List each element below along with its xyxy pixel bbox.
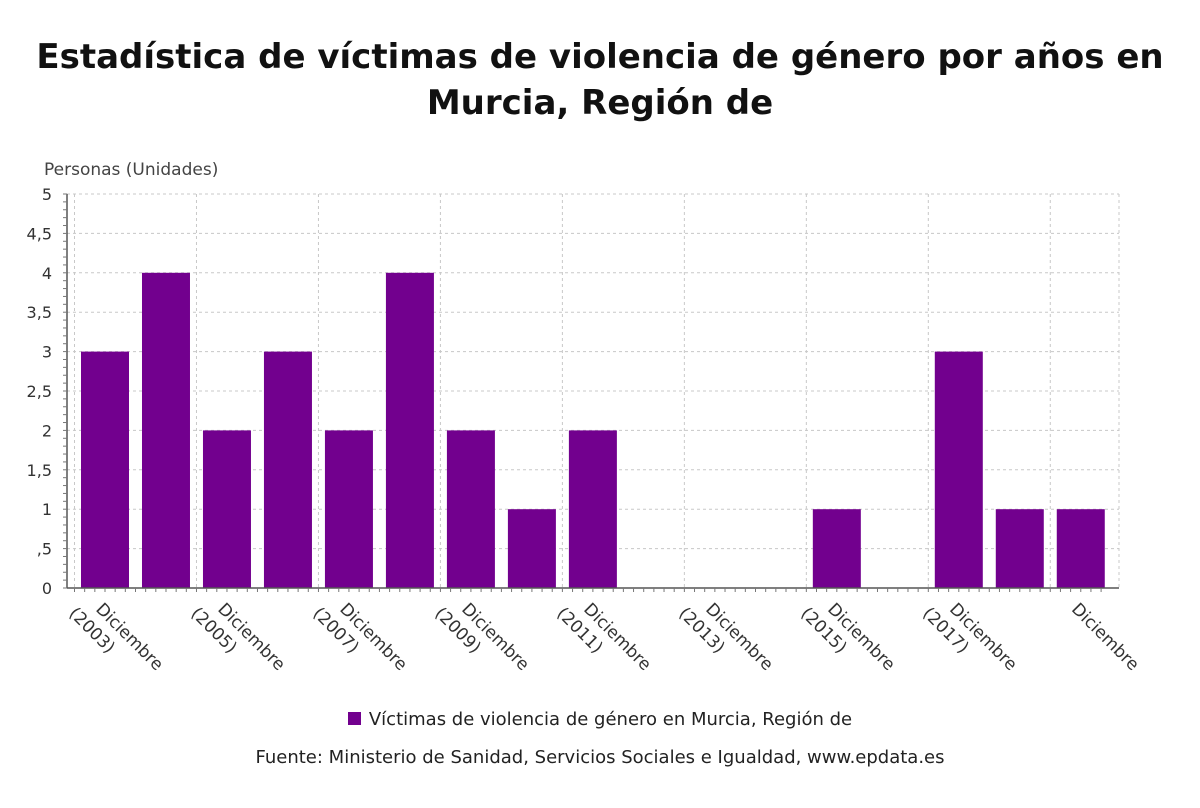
y-tick-label: 1,5 <box>27 461 52 480</box>
y-tick-label: 3 <box>42 343 52 362</box>
bar-chart: Personas (Unidades) 0 ,5 1 1,5 2 2,5 3 3,5 4 4,5 5… <box>27 160 1143 690</box>
legend: Víctimas de violencia de género en Murci… <box>0 708 1200 732</box>
bar <box>324 430 373 588</box>
y-tick-label: 4 <box>42 264 52 283</box>
x-tick-text: Diciembre <box>1067 599 1143 675</box>
y-axis-title: Personas (Unidades) <box>44 160 218 180</box>
x-tick-text: Diciembre(2015) <box>796 588 898 690</box>
x-tick-label: Diciembre(2009) <box>431 588 533 690</box>
x-tick-text: Diciembre(2005) <box>187 588 289 690</box>
y-tick-label: ,5 <box>37 540 52 559</box>
y-tick-label: 4,5 <box>27 224 52 243</box>
y-tick-label: 2 <box>42 421 52 440</box>
x-tick-label: Diciembre(2017) <box>918 588 1020 690</box>
x-tick-text: Diciembre(2007) <box>309 588 411 690</box>
y-axis-ticks: 0 ,5 1 1,5 2 2,5 3 3,5 4 4,5 5 <box>27 185 52 598</box>
x-tick-label: Diciembre(2015) <box>796 588 898 690</box>
bar <box>934 351 983 588</box>
axes <box>63 193 1119 592</box>
y-tick-label: 0 <box>42 579 52 598</box>
chart-title: Estadística de víctimas de violencia de … <box>36 37 1164 123</box>
y-tick-label: 5 <box>42 185 52 204</box>
bar <box>141 272 190 588</box>
bar <box>446 430 495 588</box>
bar <box>263 351 312 588</box>
bar-series <box>81 272 1105 588</box>
y-tick-label: 1 <box>42 500 52 519</box>
x-axis-ticks: Diciembre(2003) Diciembre(2005) Diciembre(… <box>65 588 1143 690</box>
x-tick-text: Diciembre(2013) <box>674 588 776 690</box>
legend-swatch <box>347 712 361 725</box>
bar <box>385 272 434 588</box>
x-tick-text: Diciembre(2011) <box>552 588 654 690</box>
x-tick-label: Diciembre(2005) <box>187 588 289 690</box>
legend-label: Víctimas de violencia de género en Murci… <box>368 709 853 730</box>
bar <box>995 509 1044 588</box>
y-tick-label: 2,5 <box>27 382 52 401</box>
x-tick-label: Diciembre(2007) <box>309 588 411 690</box>
x-tick-label: Diciembre(2011) <box>552 588 654 690</box>
bar <box>568 430 617 588</box>
bar <box>812 509 861 588</box>
bar <box>202 430 251 588</box>
x-tick-label: Diciembre <box>1067 599 1143 675</box>
bar <box>81 351 129 588</box>
x-tick-label: Diciembre(2013) <box>674 588 776 690</box>
source-note: Fuente: Ministerio de Sanidad, Servicios… <box>255 747 945 768</box>
x-tick-text: Diciembre(2017) <box>918 588 1020 690</box>
x-tick-line1: Diciembre <box>1067 599 1143 675</box>
x-tick-text: Diciembre(2009) <box>431 588 533 690</box>
y-tick-label: 3,5 <box>27 303 52 322</box>
bar <box>1056 509 1105 588</box>
bar <box>507 509 556 588</box>
x-tick-text: Diciembre(2003) <box>65 588 167 690</box>
x-tick-label: Diciembre(2003) <box>65 588 167 690</box>
